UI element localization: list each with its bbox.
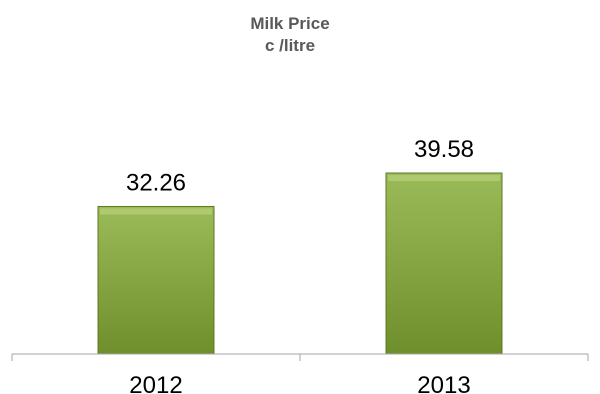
category-label-2013: 2013 xyxy=(417,372,470,394)
chart-title-line-2: c /litre xyxy=(265,36,315,55)
chart-title-line-1: Milk Price xyxy=(250,14,329,33)
bar-2013 xyxy=(385,172,503,355)
bar-2012 xyxy=(97,205,215,355)
bar-highlight-2013 xyxy=(388,175,500,181)
category-label-2012: 2012 xyxy=(129,372,182,394)
data-label-2012: 32.26 xyxy=(126,169,186,196)
bar-highlight-2012 xyxy=(100,208,212,215)
bars-group: 32.26 39.58 xyxy=(97,136,503,355)
data-label-2013: 39.58 xyxy=(414,136,474,163)
x-axis: 2012 2013 xyxy=(11,353,589,394)
